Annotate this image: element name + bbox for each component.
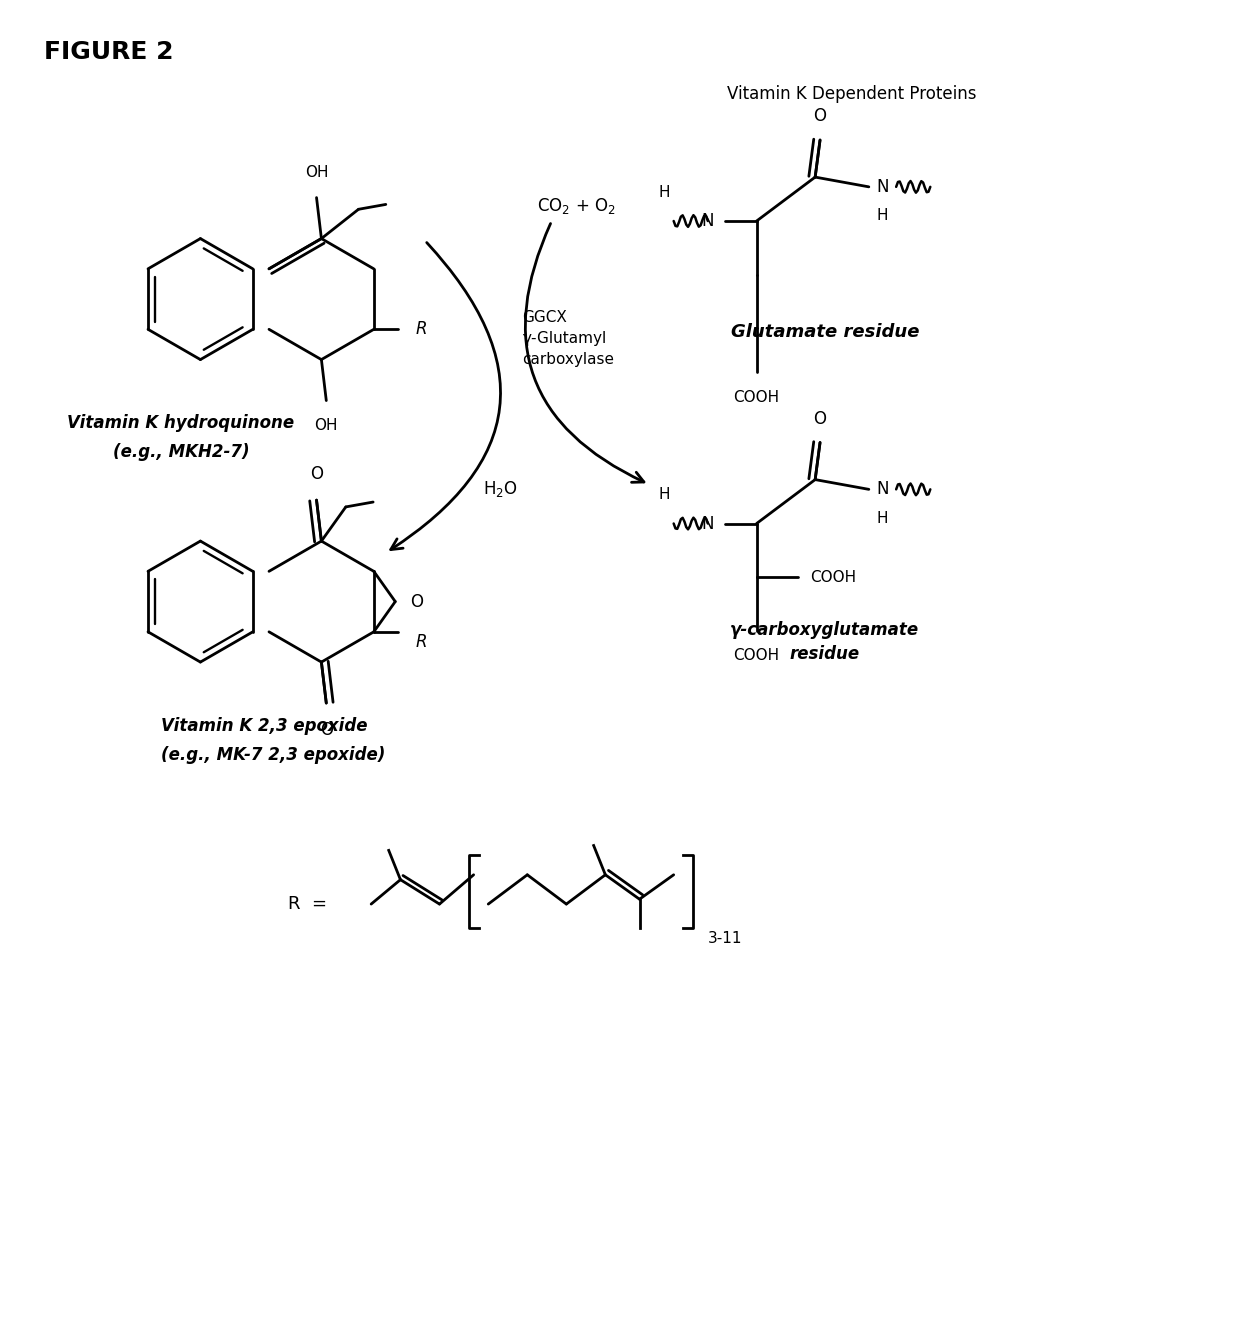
Text: O: O <box>813 108 827 125</box>
Text: γ-carboxyglutamate
residue: γ-carboxyglutamate residue <box>730 621 920 662</box>
Text: O: O <box>410 593 423 610</box>
Text: Vitamin K Dependent Proteins: Vitamin K Dependent Proteins <box>727 85 976 104</box>
Text: Vitamin K 2,3 epoxide: Vitamin K 2,3 epoxide <box>161 717 368 734</box>
Text: (e.g., MKH2-7): (e.g., MKH2-7) <box>113 443 249 462</box>
Text: H$_2$O: H$_2$O <box>484 479 518 499</box>
Text: O: O <box>310 464 324 483</box>
Text: COOH: COOH <box>810 569 857 585</box>
Text: COOH: COOH <box>734 649 780 664</box>
Text: H: H <box>877 511 888 525</box>
Text: N: N <box>877 178 889 196</box>
Text: Glutamate residue: Glutamate residue <box>730 323 919 342</box>
Text: CO$_2$ + O$_2$: CO$_2$ + O$_2$ <box>537 197 616 217</box>
Text: R: R <box>415 633 428 650</box>
Text: R  =: R = <box>288 895 327 914</box>
Text: R: R <box>415 321 428 338</box>
Text: N: N <box>702 211 714 230</box>
Text: N: N <box>702 515 714 532</box>
FancyArrowPatch shape <box>526 223 644 483</box>
Text: N: N <box>877 480 889 499</box>
Text: GGCX
γ-Glutamyl
carboxylase: GGCX γ-Glutamyl carboxylase <box>522 310 614 367</box>
Text: OH: OH <box>315 418 339 434</box>
Text: H: H <box>658 185 670 199</box>
Text: O: O <box>813 410 827 428</box>
Text: Vitamin K hydroquinone: Vitamin K hydroquinone <box>67 414 294 432</box>
Text: (e.g., MK-7 2,3 epoxide): (e.g., MK-7 2,3 epoxide) <box>161 746 386 763</box>
Text: H: H <box>877 209 888 223</box>
FancyArrowPatch shape <box>391 242 501 549</box>
Text: FIGURE 2: FIGURE 2 <box>45 40 174 64</box>
Text: H: H <box>658 487 670 501</box>
Text: O: O <box>320 721 332 738</box>
Text: COOH: COOH <box>734 390 780 404</box>
Text: OH: OH <box>305 165 329 180</box>
Text: 3-11: 3-11 <box>708 931 743 947</box>
